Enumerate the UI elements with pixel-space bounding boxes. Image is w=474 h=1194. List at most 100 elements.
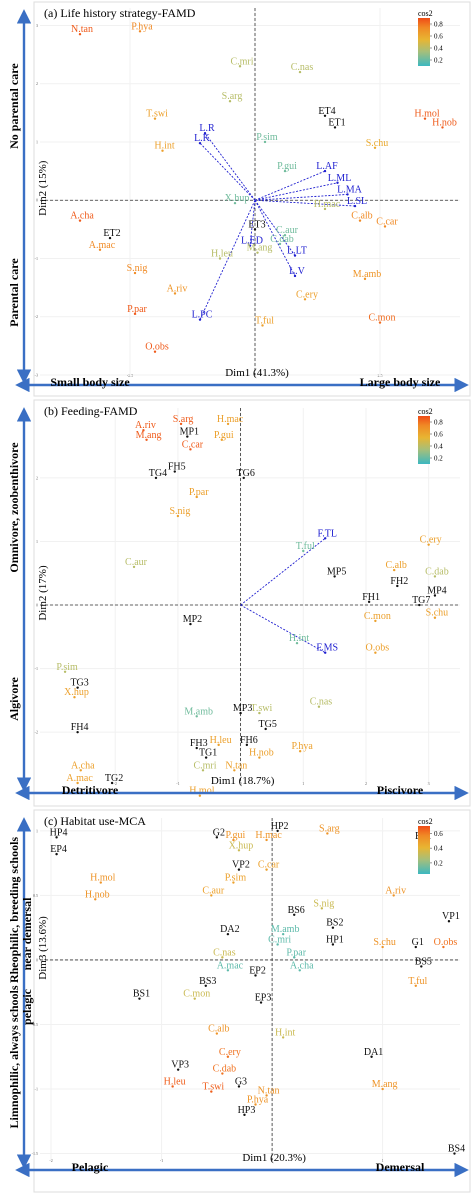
data-point — [317, 705, 321, 708]
point-label: L.ED — [241, 236, 263, 247]
point-label: M.ang — [136, 430, 162, 441]
point-label: P.par — [286, 947, 306, 958]
x-tick-label: 3 — [428, 781, 430, 786]
data-point — [203, 132, 207, 135]
point-label: BS2 — [326, 918, 343, 929]
data-point — [228, 100, 232, 103]
x-tick-label: -2 — [49, 1158, 52, 1163]
point-label: TG2 — [105, 773, 123, 784]
data-point — [323, 114, 327, 117]
data-point — [215, 836, 219, 839]
point-label: X.hup — [64, 687, 89, 698]
legend-colorbar — [418, 18, 430, 66]
variable-vector — [254, 199, 356, 207]
data-point — [195, 495, 198, 499]
data-point — [333, 575, 336, 578]
y-tick-label: -1 — [35, 1087, 38, 1092]
point-label: TG4 — [149, 468, 167, 479]
variable-vector — [204, 132, 256, 201]
data-point — [420, 965, 423, 968]
data-point — [265, 1094, 268, 1097]
y-tick-label: -1 — [35, 666, 38, 671]
legend-tick-label: 0.4 — [434, 45, 443, 53]
data-point — [63, 670, 67, 673]
point-label: EP4 — [50, 844, 67, 855]
point-label: FH5 — [168, 462, 186, 473]
data-point — [204, 756, 208, 759]
data-point — [256, 251, 259, 254]
data-point — [243, 1113, 246, 1117]
y-tick-label: -0.5 — [32, 1022, 38, 1027]
y-axis-title: Dim2 (17%) — [37, 565, 49, 621]
point-label: P.hya — [131, 21, 153, 32]
data-point — [198, 141, 202, 145]
legend-title: cos2 — [418, 817, 433, 826]
data-point — [442, 945, 445, 949]
point-label: T.ful — [296, 541, 315, 552]
panel-title: (b) Feeding-FAMD — [44, 404, 138, 418]
point-label: C.car — [376, 216, 398, 227]
x-tick-label: -2 — [114, 781, 117, 786]
point-label: P.par — [127, 304, 147, 315]
point-label: C.mri — [230, 56, 253, 67]
variable-vector — [199, 200, 256, 320]
data-point — [433, 575, 437, 578]
cos2-legend: cos2 0.2 0.4 0.6 0.8 — [418, 9, 443, 66]
x-tick-label: 2 — [365, 781, 367, 786]
legend-tick-label: 0.2 — [434, 57, 443, 65]
data-point — [217, 743, 220, 747]
point-label: H.mac — [314, 199, 341, 210]
point-label: P.par — [189, 487, 209, 498]
point-label: BS4 — [448, 1144, 465, 1155]
point-label: C.dab — [213, 1064, 237, 1075]
variable-vector — [254, 193, 348, 201]
point-label: H.mol — [189, 786, 215, 797]
point-label: A.riv — [135, 420, 156, 431]
point-label: FH2 — [390, 576, 408, 587]
data-point — [73, 695, 76, 699]
data-point — [226, 932, 230, 936]
panel-frame — [33, 809, 471, 1193]
point-label: C.mon — [364, 611, 391, 622]
panel-title: (c) Habitat use-MCA — [44, 814, 146, 828]
data-point — [336, 181, 339, 184]
point-label: M.ang — [372, 1079, 398, 1090]
data-point — [242, 476, 245, 480]
data-point — [133, 271, 137, 275]
data-point — [78, 33, 82, 36]
point-label: MP2 — [183, 614, 202, 625]
point-label: HP1 — [326, 934, 344, 945]
data-point — [258, 756, 261, 759]
point-label: VP1 — [442, 911, 460, 922]
data-point — [298, 969, 301, 972]
data-point — [381, 1087, 384, 1091]
data-point — [153, 117, 157, 120]
point-label: TG1 — [199, 748, 217, 759]
data-point — [221, 1072, 224, 1075]
point-label: DA1 — [364, 1047, 383, 1058]
point-label: G1 — [412, 937, 424, 948]
x-tick-label: 1 — [302, 781, 304, 786]
point-label: H.int — [154, 141, 175, 152]
data-point — [78, 219, 82, 222]
point-label: C.dab — [425, 566, 449, 577]
point-label: N.tan — [71, 24, 93, 35]
panel-frame — [33, 1, 471, 397]
point-label: S.nig — [313, 898, 334, 909]
legend-tick-label: 0.6 — [434, 830, 443, 838]
point-label: C.car — [258, 860, 280, 871]
data-point — [76, 781, 79, 785]
point-label: G3 — [235, 1076, 247, 1087]
point-label: EP2 — [249, 965, 266, 976]
point-label: MP5 — [327, 566, 346, 577]
point-label: BS1 — [133, 989, 150, 1000]
x-axis-right-label: Large body size — [360, 375, 441, 389]
point-label: TG3 — [70, 678, 88, 689]
point-label: P.hya — [291, 741, 313, 752]
point-label: P.sim — [56, 662, 78, 673]
variable-vector — [199, 142, 256, 201]
data-point — [245, 743, 249, 747]
x-axis-left-label: Pelagic — [72, 1160, 109, 1174]
data-point — [173, 292, 177, 295]
point-label: T.swi — [202, 1082, 224, 1093]
